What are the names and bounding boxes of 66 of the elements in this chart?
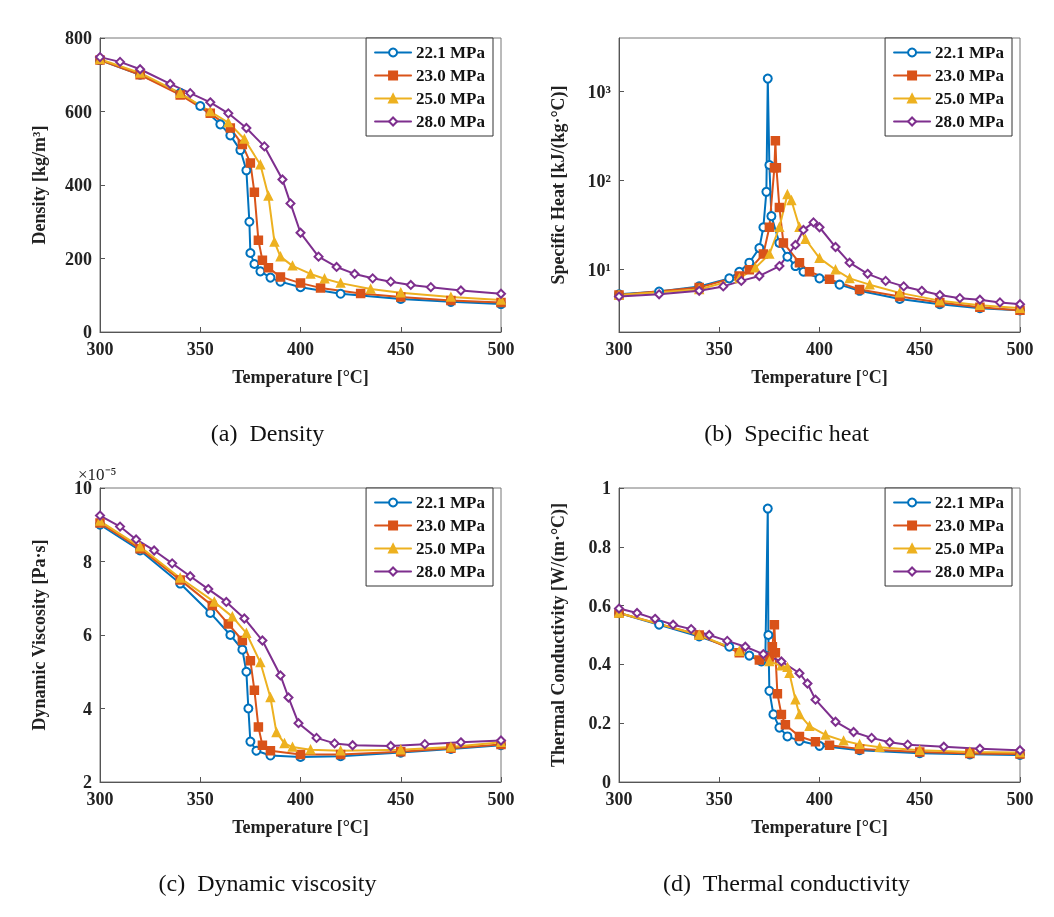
text: (a) Density [210,420,325,446]
x-tick-label: 500 [1006,789,1034,809]
text: (b) Specific heat [704,420,870,446]
x-tick-label: 400 [806,339,833,359]
legend-label: 23.0 MPa [935,516,1005,535]
legend-label: 23.0 MPa [416,66,486,85]
x-tick-label: 450 [387,789,415,809]
x-tick-label: 500 [1006,339,1034,359]
y-tick-label: 1 [602,478,611,498]
y-tick-label: 10³ [587,81,612,102]
legend-label: 23.0 MPa [416,516,486,535]
x-tick-label: 350 [705,789,733,809]
x-tick-label: 400 [287,789,314,809]
x-tick-label: 400 [806,789,833,809]
x-tick-label: 500 [487,789,515,809]
legend-label: 25.0 MPa [416,89,486,108]
legend-label: 28.0 MPa [416,112,486,131]
x-tick-label: 300 [86,339,114,359]
y-tick-label: 2 [83,772,92,792]
legend-label: 22.1 MPa [935,493,1005,512]
legend-label: 25.0 MPa [935,89,1005,108]
y-tick-label: 8 [83,551,92,572]
y-tick-label: 10² [587,170,611,191]
x-tick-label: 350 [186,789,214,809]
y-tick-label: 800 [65,28,92,48]
y-tick-label: 6 [83,625,92,645]
legend-label: 22.1 MPa [935,43,1005,62]
y-axis-title: Density [kg/m³] [29,125,49,245]
y-axis-title: Thermal Conductivity [W/(m·°C)] [548,502,569,768]
y-tick-label: 200 [65,248,92,269]
legend-label: 28.0 MPa [935,562,1005,581]
x-tick-label: 400 [287,339,314,359]
x-axis-title: Temperature [°C] [751,817,888,837]
legend-label: 22.1 MPa [416,493,486,512]
y-tick-label: 400 [65,175,92,195]
y-tick-label: 10¹ [587,259,611,280]
y-tick-label: 0.2 [588,713,611,734]
legend-label: 25.0 MPa [416,539,486,558]
legend-label: 23.0 MPa [935,66,1005,85]
legend-label: 22.1 MPa [416,43,486,62]
y-tick-label: 0 [602,772,611,792]
text: (d) Thermal conductivity [663,870,910,896]
legend-label: 28.0 MPa [935,112,1005,131]
x-tick-label: 450 [387,339,415,359]
y-tick-label: 4 [83,698,92,719]
x-axis-title: Temperature [°C] [751,367,888,387]
x-tick-label: 300 [86,789,114,809]
y-tick-label: 0.6 [588,595,611,616]
x-tick-label: 450 [906,339,934,359]
y-tick-label: 0.4 [588,654,611,675]
y-tick-label: 600 [65,101,92,122]
legend-label: 25.0 MPa [935,539,1005,558]
x-tick-label: 450 [906,789,934,809]
x-tick-label: 300 [605,789,633,809]
y-axis-title: Specific Heat [kJ/(kg·°C)] [548,85,569,285]
x-tick-label: 350 [705,339,733,359]
y-tick-label: 0.8 [588,536,611,557]
x-axis-title: Temperature [°C] [232,367,369,387]
x-tick-label: 300 [605,339,633,359]
y-axis-title: Dynamic Viscosity [Pa·s] [29,539,49,731]
x-axis-title: Temperature [°C] [232,817,369,837]
x-tick-label: 500 [487,339,515,359]
text: (c) Dynamic viscosity [158,870,377,896]
x-tick-label: 350 [186,339,214,359]
legend-label: 28.0 MPa [416,562,486,581]
y-tick-label: 0 [83,322,92,342]
